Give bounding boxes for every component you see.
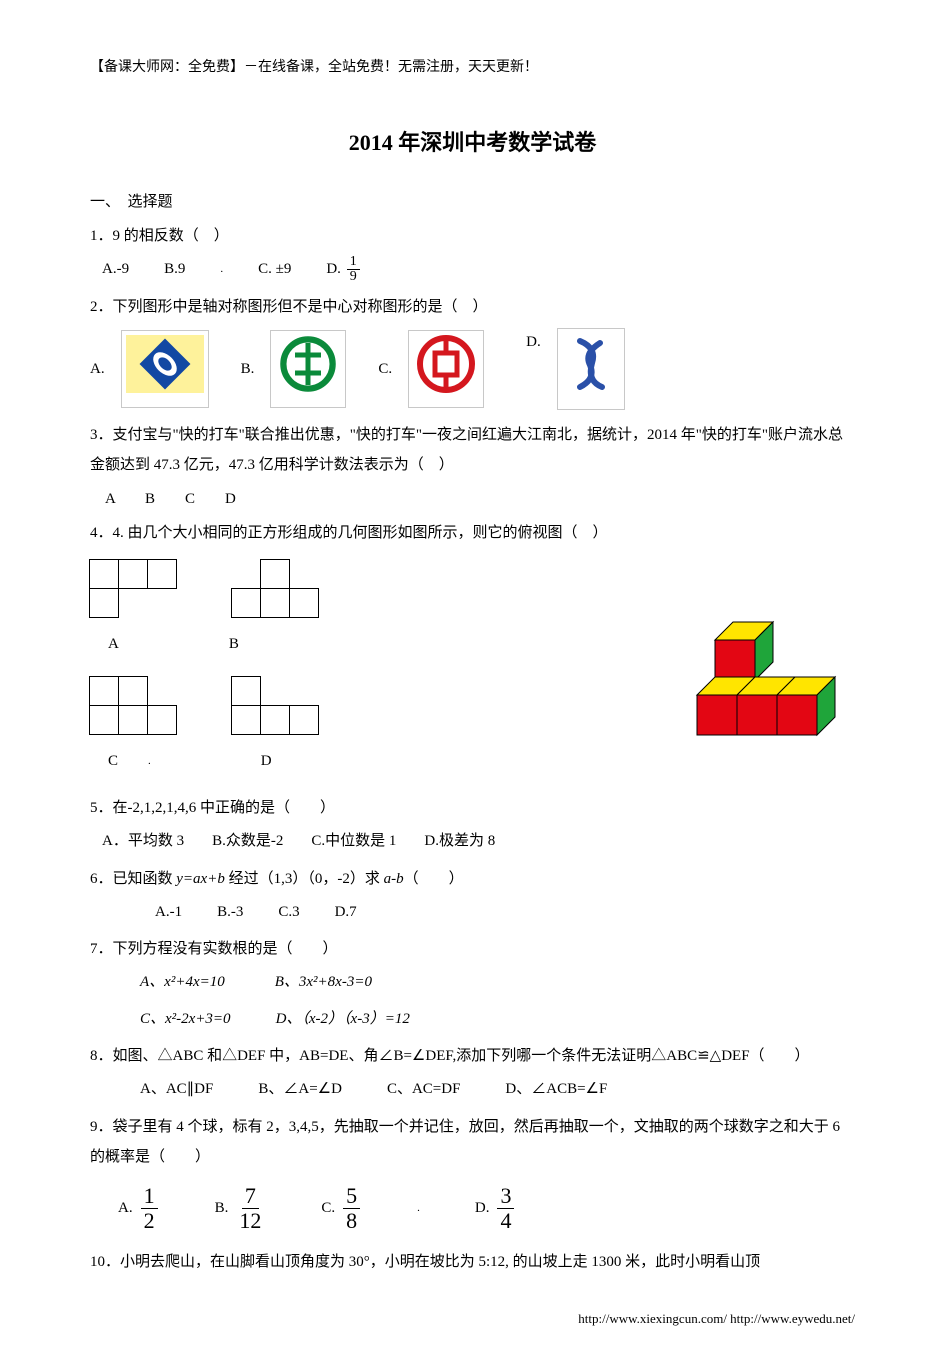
page-title: 2014 年深圳中考数学试卷 bbox=[90, 122, 855, 164]
q6-options: A.-1 B.-3 C.3 D.7 bbox=[155, 898, 855, 927]
frac-num: 7 bbox=[242, 1184, 259, 1209]
q6-opt-c: C.3 bbox=[278, 898, 299, 927]
q5-opt-c: C.中位数是 1 bbox=[311, 827, 396, 856]
q6-pre: 6．已知函数 bbox=[90, 871, 176, 887]
q2-label-d: D. bbox=[526, 328, 541, 357]
fraction-icon: 712 bbox=[236, 1184, 264, 1233]
q8-opt-d: D、∠ACB=∠F bbox=[505, 1075, 607, 1104]
question-10: 10．小明去爬山，在山脚看山顶角度为 30°，小明在坡比为 5:12, 的山坡上… bbox=[90, 1247, 855, 1277]
q5-opt-d: D.极差为 8 bbox=[424, 827, 495, 856]
q2-label-a: A. bbox=[90, 355, 105, 384]
question-5: 5．在-2,1,2,1,4,6 中正确的是（ ） bbox=[90, 793, 855, 823]
frac-num: 5 bbox=[343, 1184, 360, 1209]
q9-opt-a: A. 12 bbox=[118, 1184, 160, 1233]
page-footer: http://www.xiexingcun.com/ http://www.ey… bbox=[90, 1307, 855, 1332]
q8-opt-b: B、∠A=∠D bbox=[258, 1075, 342, 1104]
q2-logo-b bbox=[270, 330, 346, 409]
question-8: 8．如图、△ABC 和△DEF 中，AB=DE、角∠B=∠DEF,添加下列哪一个… bbox=[90, 1041, 855, 1071]
dot-icon: . bbox=[417, 1198, 420, 1219]
q9-d-label: D. bbox=[475, 1194, 490, 1223]
q5-options: A．平均数 3 B.众数是-2 C.中位数是 1 D.极差为 8 bbox=[102, 827, 855, 856]
question-7: 7．下列方程没有实数根的是（ ） bbox=[90, 934, 855, 964]
q2-label-c: C. bbox=[378, 355, 392, 384]
q2-label-b: B. bbox=[241, 355, 255, 384]
q1-opt-b: B.9 bbox=[164, 255, 185, 284]
question-1: 1．9 的相反数（ ） bbox=[90, 221, 855, 251]
question-4: 4．4. 由几个大小相同的正方形组成的几何图形如图所示，则它的俯视图（ ） bbox=[90, 518, 855, 548]
q4-shape-c bbox=[90, 677, 177, 735]
frac-den: 12 bbox=[236, 1209, 264, 1233]
frac-den: 8 bbox=[343, 1209, 360, 1233]
q8-opt-a: A、AC∥DF bbox=[140, 1075, 213, 1104]
question-6: 6．已知函数 y=ax+b 经过（1,3）（0，-2）求 a-b（ ） bbox=[90, 864, 855, 894]
q9-b-label: B. bbox=[215, 1194, 229, 1223]
q1-options: A.-9 B.9 . C. ±9 D. 1 9 bbox=[102, 255, 855, 284]
q5-opt-a: A．平均数 3 bbox=[102, 827, 184, 856]
fraction-icon: 34 bbox=[497, 1184, 514, 1233]
q3-options: A B C D bbox=[90, 484, 855, 514]
cube-3d-icon bbox=[655, 590, 865, 740]
q6-opt-d: D.7 bbox=[335, 898, 357, 927]
frac-den: 4 bbox=[497, 1209, 514, 1233]
frac-num: 1 bbox=[141, 1184, 158, 1209]
q2-logo-a bbox=[121, 330, 209, 409]
q4-shape-b bbox=[232, 560, 319, 618]
q8-opt-c: C、AC=DF bbox=[387, 1075, 460, 1104]
q7-opt-d: D、（x-2）（x-3）=12 bbox=[276, 1005, 410, 1034]
frac-num: 3 bbox=[497, 1184, 514, 1209]
q2-logo-d bbox=[557, 328, 625, 411]
q4-label-b: B bbox=[229, 630, 239, 659]
frac-num: 1 bbox=[347, 255, 360, 270]
q6-opt-b: B.-3 bbox=[217, 898, 243, 927]
q4-shape-d bbox=[232, 677, 319, 735]
q7-opt-c: C、x²-2x+3=0 bbox=[140, 1005, 231, 1034]
q9-options: A. 12 B. 712 C. 58 . D. 34 bbox=[118, 1184, 855, 1233]
q7-opt-b: B、3x²+8x-3=0 bbox=[275, 968, 372, 997]
q4-label-a: A bbox=[108, 630, 119, 659]
q9-c-label: C. bbox=[321, 1194, 335, 1223]
q9-opt-c: C. 58 bbox=[321, 1184, 362, 1233]
fraction-icon: 12 bbox=[141, 1184, 158, 1233]
q7-options-2: C、x²-2x+3=0 D、（x-2）（x-3）=12 bbox=[140, 1005, 855, 1034]
q1-opt-d: D. 1 9 bbox=[326, 255, 361, 284]
q9-opt-d: D. 34 bbox=[475, 1184, 517, 1233]
q4-label-c: C . bbox=[108, 747, 151, 776]
q2-logo-row: A. B. C. D. bbox=[90, 328, 855, 411]
q7-opt-a: A、x²+4x=10 bbox=[140, 968, 225, 997]
q7-options-1: A、x²+4x=10 B、3x²+8x-3=0 bbox=[140, 968, 855, 997]
frac-den: 9 bbox=[347, 270, 360, 284]
question-2: 2．下列图形中是轴对称图形但不是中心对称图形的是（ ） bbox=[90, 292, 855, 322]
q9-opt-b: B. 712 bbox=[215, 1184, 267, 1233]
q1-opt-c: C. ±9 bbox=[258, 255, 291, 284]
question-3: 3．支付宝与"快的打车"联合推出优惠，"快的打车"一夜之间红遍大江南北，据统计，… bbox=[90, 420, 855, 480]
q5-opt-b: B.众数是-2 bbox=[212, 827, 283, 856]
q8-options: A、AC∥DF B、∠A=∠D C、AC=DF D、∠ACB=∠F bbox=[140, 1075, 855, 1104]
q4-shape-a bbox=[90, 560, 177, 618]
q2-logo-c bbox=[408, 330, 484, 409]
q6-formula: y=ax+b bbox=[176, 871, 225, 887]
q9-a-label: A. bbox=[118, 1194, 133, 1223]
q6-mid: 经过（1,3）（0，-2）求 bbox=[225, 871, 384, 887]
q4-label-d: D bbox=[261, 747, 272, 776]
q4-figures: A B C . D bbox=[90, 560, 855, 785]
question-9: 9．袋子里有 4 个球，标有 2，3,4,5，先抽取一个并记住，放回，然后再抽取… bbox=[90, 1112, 855, 1172]
q6-expr: a-b bbox=[384, 871, 404, 887]
q6-opt-a: A.-1 bbox=[155, 898, 182, 927]
q6-post: （ ） bbox=[404, 871, 464, 887]
dot-icon: . bbox=[220, 259, 223, 280]
header-note: 【备课大师网：全免费】－在线备课，全站免费！无需注册，天天更新！ bbox=[90, 55, 855, 82]
q1-opt-a: A.-9 bbox=[102, 255, 129, 284]
q1-opt-d-label: D. bbox=[326, 261, 341, 277]
section-heading: 一、 选择题 bbox=[90, 188, 855, 217]
frac-den: 2 bbox=[141, 1209, 158, 1233]
fraction-icon: 58 bbox=[343, 1184, 360, 1233]
fraction-icon: 1 9 bbox=[347, 255, 360, 284]
